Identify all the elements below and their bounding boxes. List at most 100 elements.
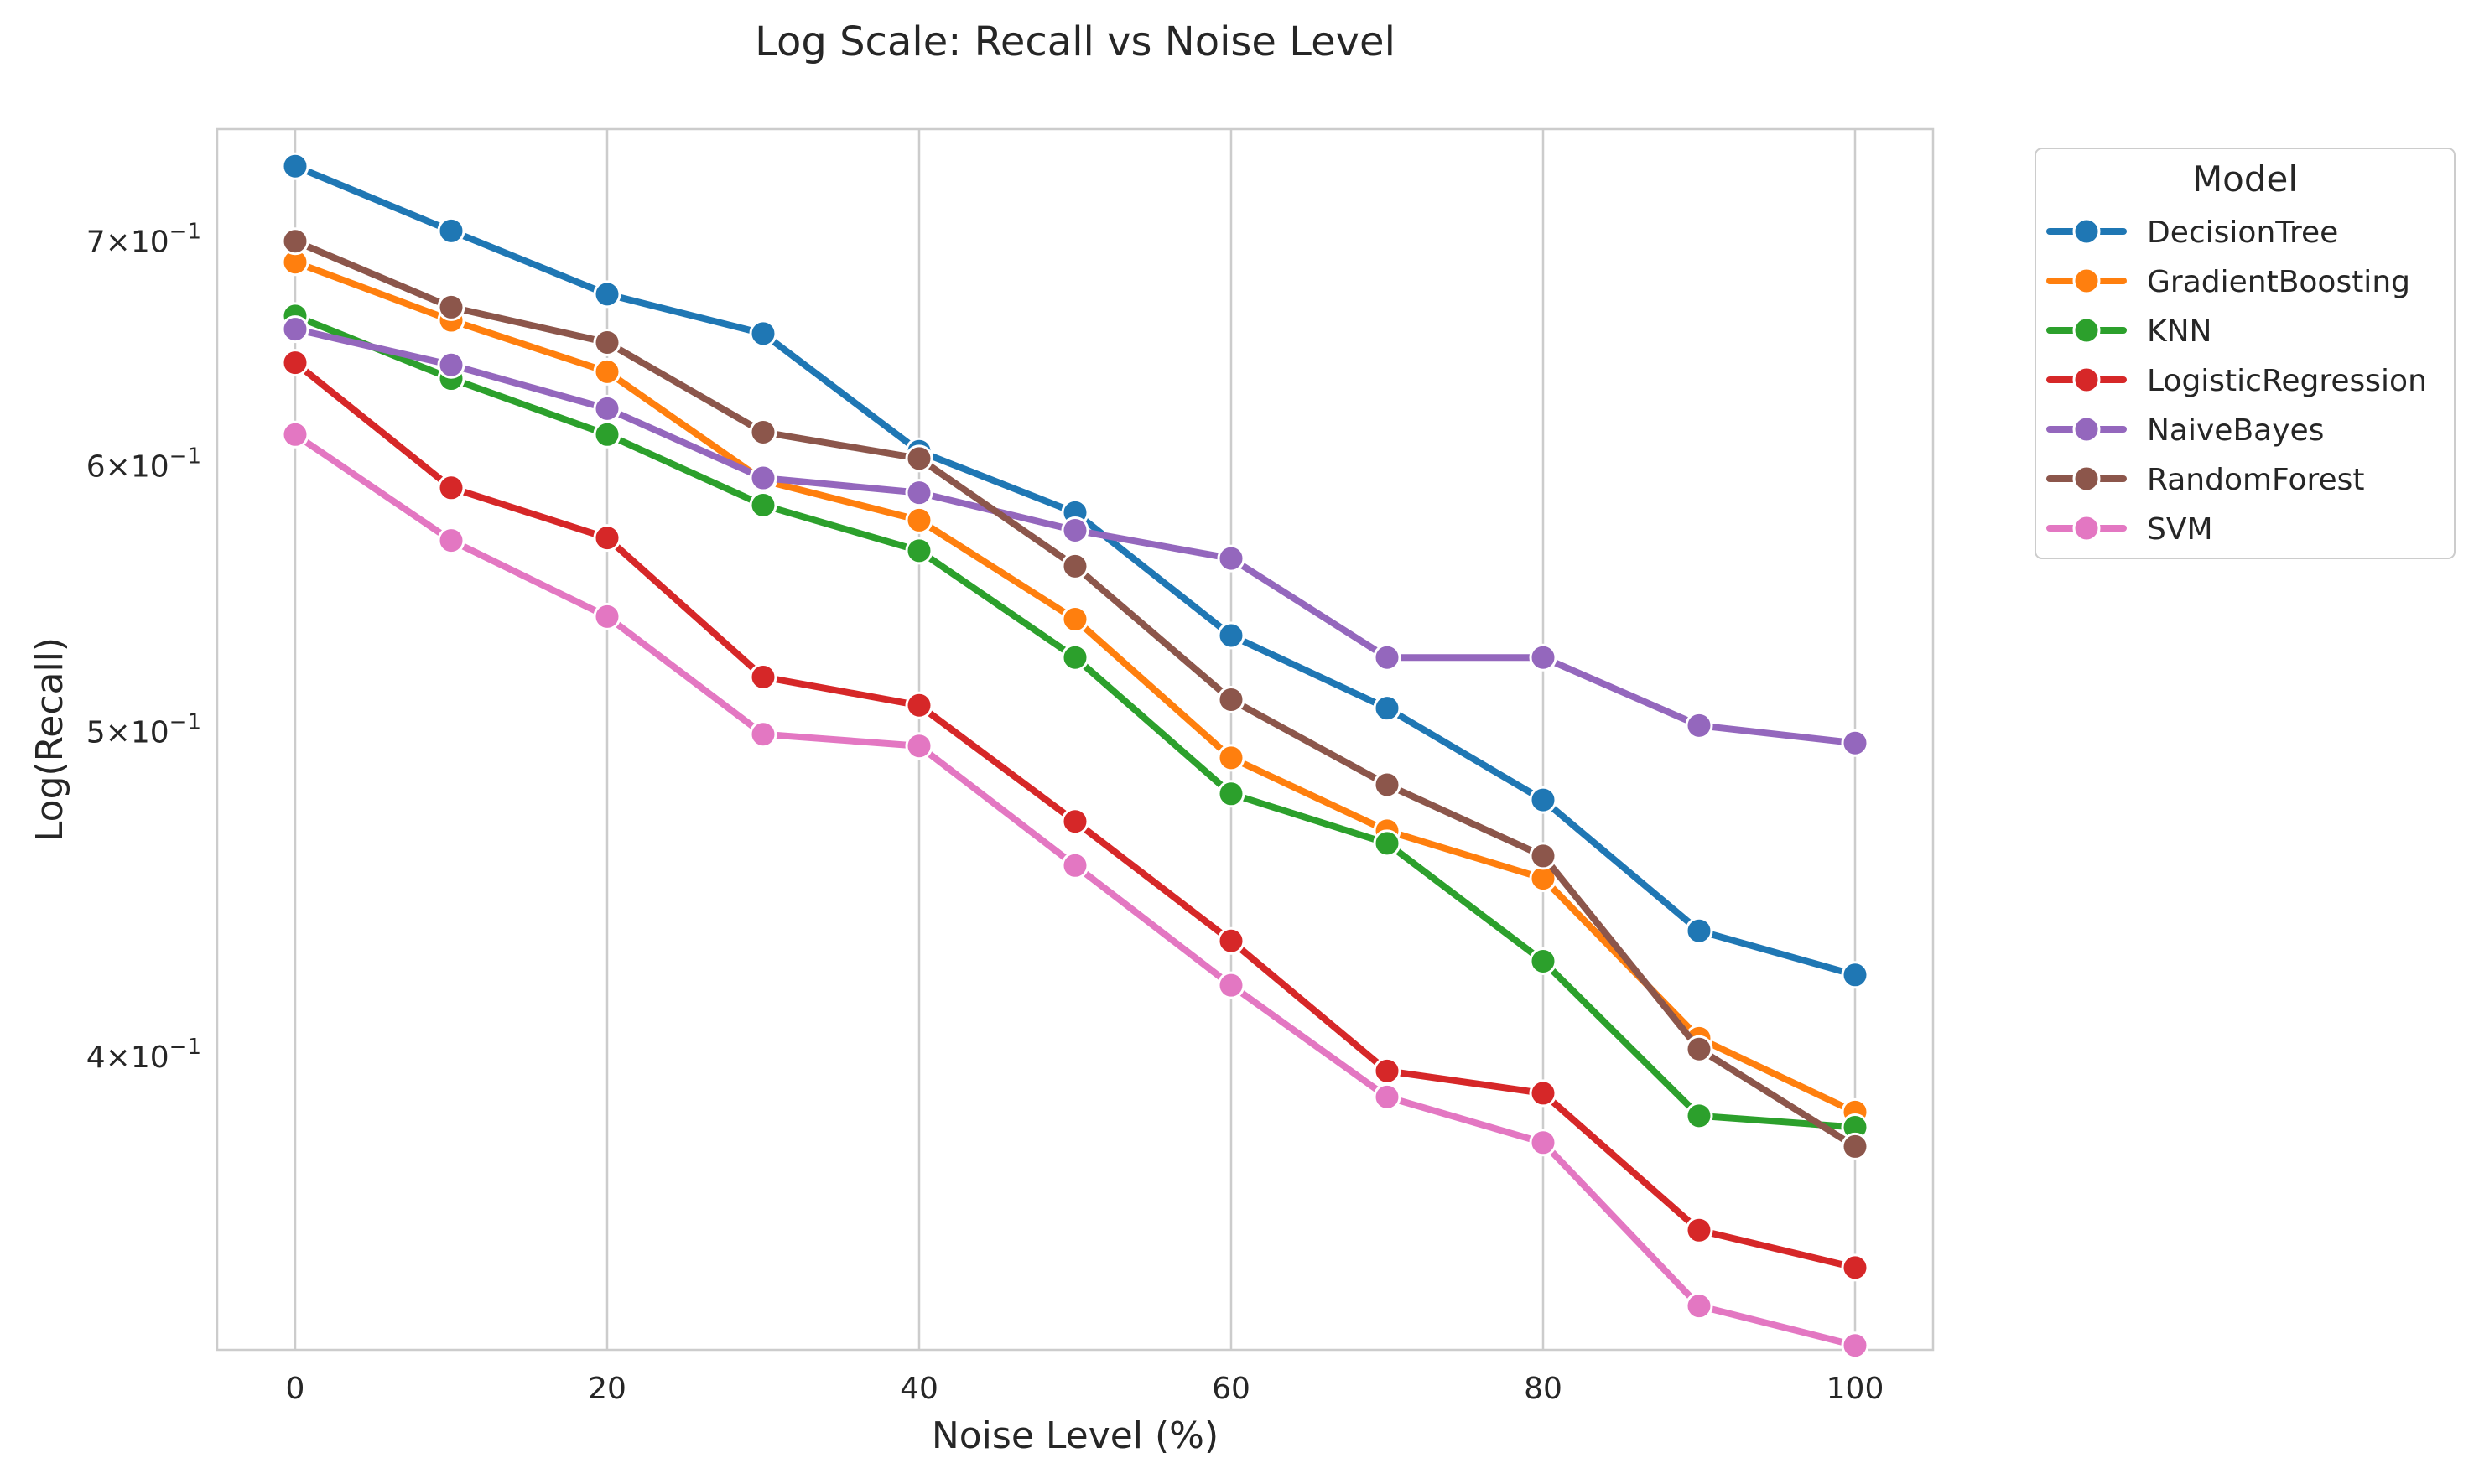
legend-item-decisiontree: DecisionTree: [2046, 215, 2338, 250]
y-tick-label: 5×10−1: [86, 709, 201, 750]
data-point-svm: [1529, 1129, 1557, 1157]
x-axis-label: Noise Level (%): [932, 1414, 1219, 1457]
plot-frame: [216, 127, 1935, 1352]
data-point-svm: [281, 420, 309, 449]
data-point-knn: [1529, 947, 1557, 975]
data-point-svm: [1685, 1292, 1713, 1321]
data-point-logisticregression: [1373, 1056, 1401, 1085]
data-point-randomforest: [1373, 771, 1401, 799]
data-point-decisiontree: [437, 216, 465, 245]
data-point-logisticregression: [749, 662, 777, 691]
data-point-knn: [1061, 643, 1089, 672]
data-point-decisiontree: [749, 319, 777, 348]
data-point-svm: [437, 527, 465, 555]
data-point-knn: [1685, 1102, 1713, 1130]
y-tick-label: 7×10−1: [86, 220, 201, 260]
data-point-logisticregression: [1061, 807, 1089, 836]
data-point-naivebayes: [281, 315, 309, 344]
data-point-logisticregression: [593, 524, 621, 553]
data-point-svm: [1061, 851, 1089, 880]
data-point-knn: [905, 537, 933, 565]
data-point-decisiontree: [281, 152, 309, 180]
chart-title: Log Scale: Recall vs Noise Level: [755, 18, 1395, 65]
data-point-svm: [1217, 971, 1245, 999]
legend-swatch-marker: [2072, 267, 2101, 295]
x-tick-label: 80: [1524, 1372, 1562, 1406]
data-point-naivebayes: [1529, 643, 1557, 672]
data-point-logisticregression: [1685, 1216, 1713, 1244]
data-point-gradientboosting: [1061, 605, 1089, 634]
data-point-knn: [1217, 780, 1245, 808]
data-point-randomforest: [905, 444, 933, 473]
data-point-decisiontree: [1373, 694, 1401, 723]
x-axis-ticks: 0 20 40 60 80 100: [286, 1372, 1884, 1406]
data-point-gradientboosting: [905, 506, 933, 534]
data-point-knn: [593, 420, 621, 449]
legend-swatch-marker: [2072, 316, 2101, 345]
data-point-decisiontree: [593, 280, 621, 309]
data-point-logisticregression: [1529, 1079, 1557, 1108]
y-tick-label: 4×10−1: [86, 1035, 201, 1075]
data-point-naivebayes: [905, 479, 933, 507]
data-point-randomforest: [1529, 842, 1557, 870]
data-point-naivebayes: [1685, 711, 1713, 739]
data-point-logisticregression: [1217, 926, 1245, 955]
legend-label: LogisticRegression: [2147, 364, 2427, 398]
data-point-randomforest: [1685, 1035, 1713, 1063]
data-point-gradientboosting: [593, 357, 621, 386]
data-point-randomforest: [1217, 685, 1245, 713]
legend-item-randomforest: RandomForest: [2046, 463, 2365, 497]
data-point-naivebayes: [749, 464, 777, 492]
legend-label: RandomForest: [2147, 463, 2365, 497]
legend-items: DecisionTree GradientBoosting KNN LogisticR…: [2046, 215, 2427, 547]
y-axis-ticks: 4×10−1 5×10−1 6×10−1 7×10−1: [86, 220, 201, 1075]
data-point-logisticregression: [1841, 1253, 1869, 1282]
series-svm: [281, 420, 1869, 1360]
data-point-knn: [1373, 829, 1401, 858]
legend-title: Model: [2192, 158, 2298, 200]
data-point-gradientboosting: [1217, 744, 1245, 772]
y-tick-label: 6×10−1: [86, 444, 201, 485]
data-point-logisticregression: [281, 349, 309, 377]
data-point-svm: [593, 602, 621, 630]
series-naivebayes: [281, 315, 1869, 757]
x-tick-label: 0: [286, 1372, 305, 1406]
legend-swatch-marker: [2072, 366, 2101, 394]
legend-box: [2035, 148, 2456, 559]
legend-label: DecisionTree: [2147, 215, 2338, 250]
data-point-svm: [1841, 1331, 1869, 1360]
legend-label: NaiveBayes: [2147, 413, 2324, 448]
x-tick-label: 100: [1827, 1372, 1884, 1406]
series-randomforest: [281, 227, 1869, 1160]
data-point-decisiontree: [1685, 916, 1713, 945]
legend: Model DecisionTree GradientBoosting KNN Log…: [2035, 148, 2456, 559]
data-point-randomforest: [1061, 552, 1089, 580]
data-point-naivebayes: [1061, 516, 1089, 544]
data-point-randomforest: [437, 293, 465, 321]
legend-label: KNN: [2147, 314, 2211, 349]
data-point-decisiontree: [1217, 621, 1245, 650]
data-point-randomforest: [1841, 1132, 1869, 1160]
data-point-svm: [905, 732, 933, 760]
data-point-decisiontree: [1841, 961, 1869, 989]
data-point-knn: [749, 490, 777, 519]
legend-item-naivebayes: NaiveBayes: [2046, 413, 2324, 448]
data-point-naivebayes: [1373, 643, 1401, 672]
x-tick-label: 60: [1212, 1372, 1250, 1406]
series-logisticregression: [281, 349, 1869, 1282]
data-point-naivebayes: [1841, 729, 1869, 757]
data-point-logisticregression: [905, 691, 933, 719]
data-point-svm: [749, 720, 777, 749]
legend-item-knn: KNN: [2046, 314, 2211, 349]
plot-area: [217, 129, 1933, 1350]
legend-swatch-marker: [2072, 415, 2101, 444]
data-point-randomforest: [593, 328, 621, 356]
legend-item-svm: SVM: [2046, 512, 2213, 547]
series-layer: [281, 152, 1869, 1360]
x-tick-label: 40: [900, 1372, 938, 1406]
legend-swatch-marker: [2072, 217, 2101, 246]
legend-label: SVM: [2147, 512, 2213, 547]
x-tick-label: 20: [588, 1372, 626, 1406]
data-point-naivebayes: [1217, 544, 1245, 573]
